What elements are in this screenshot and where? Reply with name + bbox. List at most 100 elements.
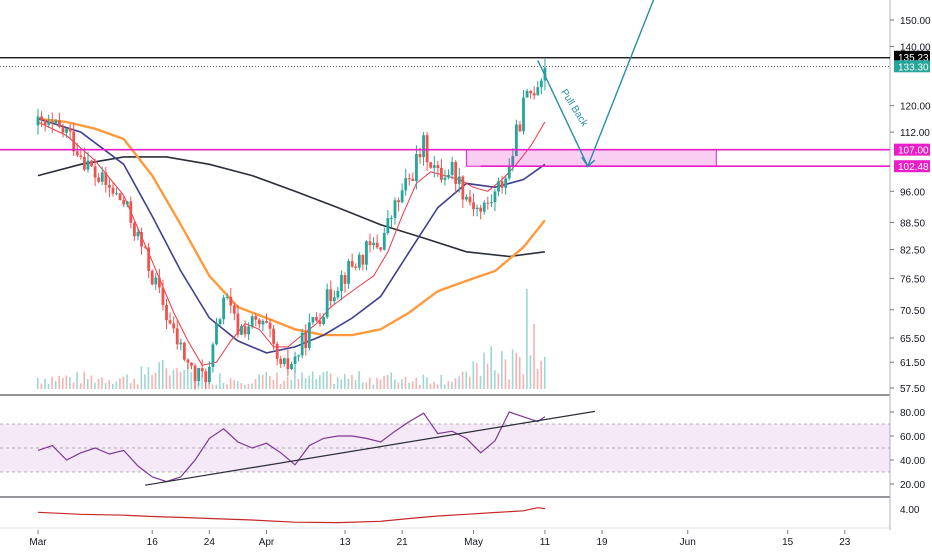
candle-body xyxy=(504,178,508,188)
volume-bar xyxy=(461,371,464,389)
volume-bar xyxy=(190,372,193,389)
volume-bar xyxy=(543,356,546,389)
volume-bar xyxy=(236,380,239,389)
volume-bar xyxy=(94,382,96,389)
volume-bar xyxy=(336,377,339,389)
candle-body xyxy=(354,266,358,268)
candle-body xyxy=(282,358,286,365)
volume-bar xyxy=(44,378,46,389)
volume-bar xyxy=(408,382,410,389)
price-label-text: 133.30 xyxy=(898,62,929,73)
candle-body xyxy=(336,290,340,298)
candlesticks xyxy=(36,58,547,390)
candle-body xyxy=(65,128,68,133)
candle-body xyxy=(511,156,515,167)
volume-bar xyxy=(108,380,110,389)
volume-bar xyxy=(304,378,307,389)
volume-bar xyxy=(233,380,235,389)
volume-bar xyxy=(247,383,250,389)
y-tick-label: 82.50 xyxy=(900,245,925,256)
candle-body xyxy=(372,242,375,246)
candle-body xyxy=(132,222,136,237)
candle-body xyxy=(489,202,493,204)
candle-body xyxy=(429,162,433,168)
candle-body xyxy=(457,176,461,184)
candle-body xyxy=(390,217,393,219)
candle-body xyxy=(514,124,518,157)
candle-body xyxy=(343,275,347,284)
volume-bar xyxy=(504,359,507,389)
volume-bar xyxy=(83,371,86,389)
candle-body xyxy=(93,166,97,178)
volume-bar xyxy=(329,373,332,389)
candle-body xyxy=(465,196,468,200)
candle-body xyxy=(418,153,422,158)
candle-body xyxy=(100,172,104,182)
candle-body xyxy=(518,124,522,132)
candle-body xyxy=(382,233,386,250)
volume-bar xyxy=(454,378,457,389)
x-tick-label: 16 xyxy=(147,537,159,548)
candle-body xyxy=(61,126,65,133)
candle-body xyxy=(165,304,168,321)
candle-body xyxy=(325,289,329,318)
volume-bar xyxy=(468,376,471,389)
candle-body xyxy=(479,207,483,212)
candle-body xyxy=(411,178,415,182)
volume-bar xyxy=(179,371,182,389)
volume-bar xyxy=(415,377,418,389)
volume-bar xyxy=(340,379,343,389)
candle-body xyxy=(300,332,304,356)
volume-bar xyxy=(140,366,143,389)
y-tick-label: 65.50 xyxy=(900,334,925,345)
volume-bar xyxy=(319,375,321,389)
candle-body xyxy=(397,200,400,203)
candle-body xyxy=(254,316,258,320)
volume-bar xyxy=(244,384,246,389)
volume-bar xyxy=(376,377,378,389)
candle-body xyxy=(154,277,158,285)
volume-bar xyxy=(240,383,243,389)
candle-body xyxy=(454,161,458,184)
volume-bar xyxy=(397,382,400,389)
volume-bar xyxy=(493,370,496,389)
volume-bar xyxy=(422,374,425,389)
volume-bar xyxy=(301,372,303,389)
candle-body xyxy=(215,323,218,345)
candle-body xyxy=(379,247,383,250)
volume-bar xyxy=(526,289,528,389)
volume-bar xyxy=(458,376,460,389)
x-tick-label: 19 xyxy=(596,537,608,548)
candle-body xyxy=(525,90,529,98)
volume-bar xyxy=(358,371,360,389)
x-tick-label: 23 xyxy=(839,537,851,548)
candle-body xyxy=(340,275,343,291)
price-label-box xyxy=(894,160,930,173)
volume-bar xyxy=(151,375,153,389)
candle-body xyxy=(147,247,151,271)
x-tick-label: May xyxy=(464,537,483,548)
candle-body xyxy=(47,121,51,125)
volume-bar xyxy=(465,371,467,389)
price-label-box xyxy=(894,60,930,73)
volume-bar xyxy=(483,352,485,389)
volume-bar xyxy=(290,379,293,389)
volume-bar xyxy=(394,379,396,389)
volume-bar xyxy=(386,374,389,389)
candle-body xyxy=(222,297,226,320)
candle-body xyxy=(136,232,140,237)
volume-bar xyxy=(476,363,478,389)
volume-bar xyxy=(447,381,450,389)
volume-bar xyxy=(508,379,510,389)
candle-body xyxy=(307,322,311,349)
volume-bar xyxy=(54,381,57,389)
volume-bar xyxy=(333,383,335,389)
candle-body xyxy=(232,305,236,314)
candle-body xyxy=(250,316,254,327)
candle-body xyxy=(150,270,154,285)
candle-body xyxy=(297,355,301,357)
volume-bar xyxy=(511,349,514,389)
